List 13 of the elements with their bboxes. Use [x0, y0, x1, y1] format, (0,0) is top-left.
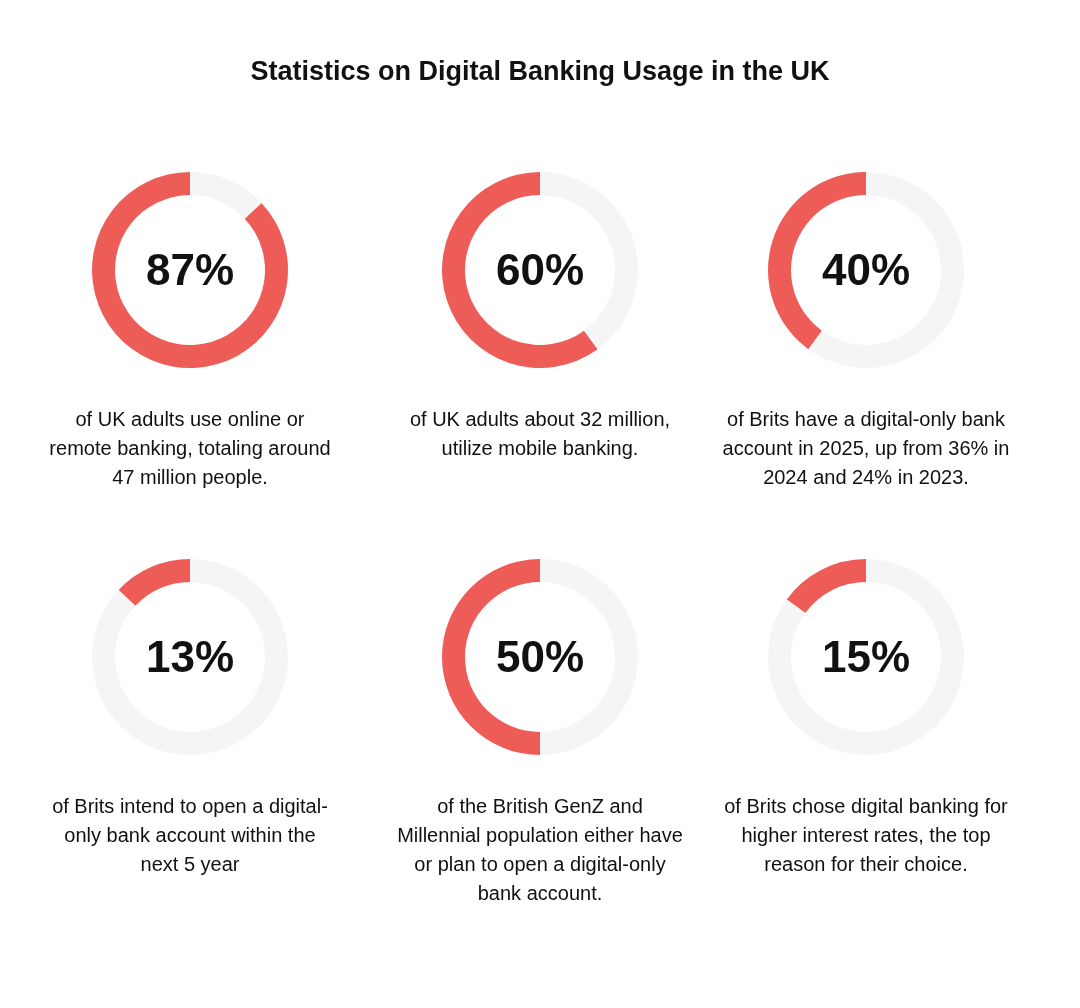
text: of the British GenZ and Millennial population either have or plan to open a digital-only bank account.	[396, 794, 684, 906]
text: 40%	[820, 244, 912, 296]
text: 13%	[144, 631, 236, 683]
text: of Brits intend to open a digital-only bank account within the next 5 year	[51, 794, 329, 877]
text: of UK adults about 32 million, utilize mobile banking.	[408, 407, 672, 461]
text: 60%	[494, 244, 586, 296]
text: 87%	[144, 244, 236, 296]
text: of Brits chose digital banking for higher interest rates, the top reason for their choice.	[723, 794, 1009, 877]
chart-title: Statistics on Digital Banking Usage in the UK	[249, 56, 831, 87]
text: 15%	[820, 631, 912, 683]
text: 50%	[494, 631, 586, 683]
text: of UK adults use online or remote banking, totaling around 47 million people.	[48, 407, 332, 490]
text: of Brits have a digital-only bank account in 2025, up from 36% in 2024 and 24% in 2023.	[721, 407, 1011, 490]
